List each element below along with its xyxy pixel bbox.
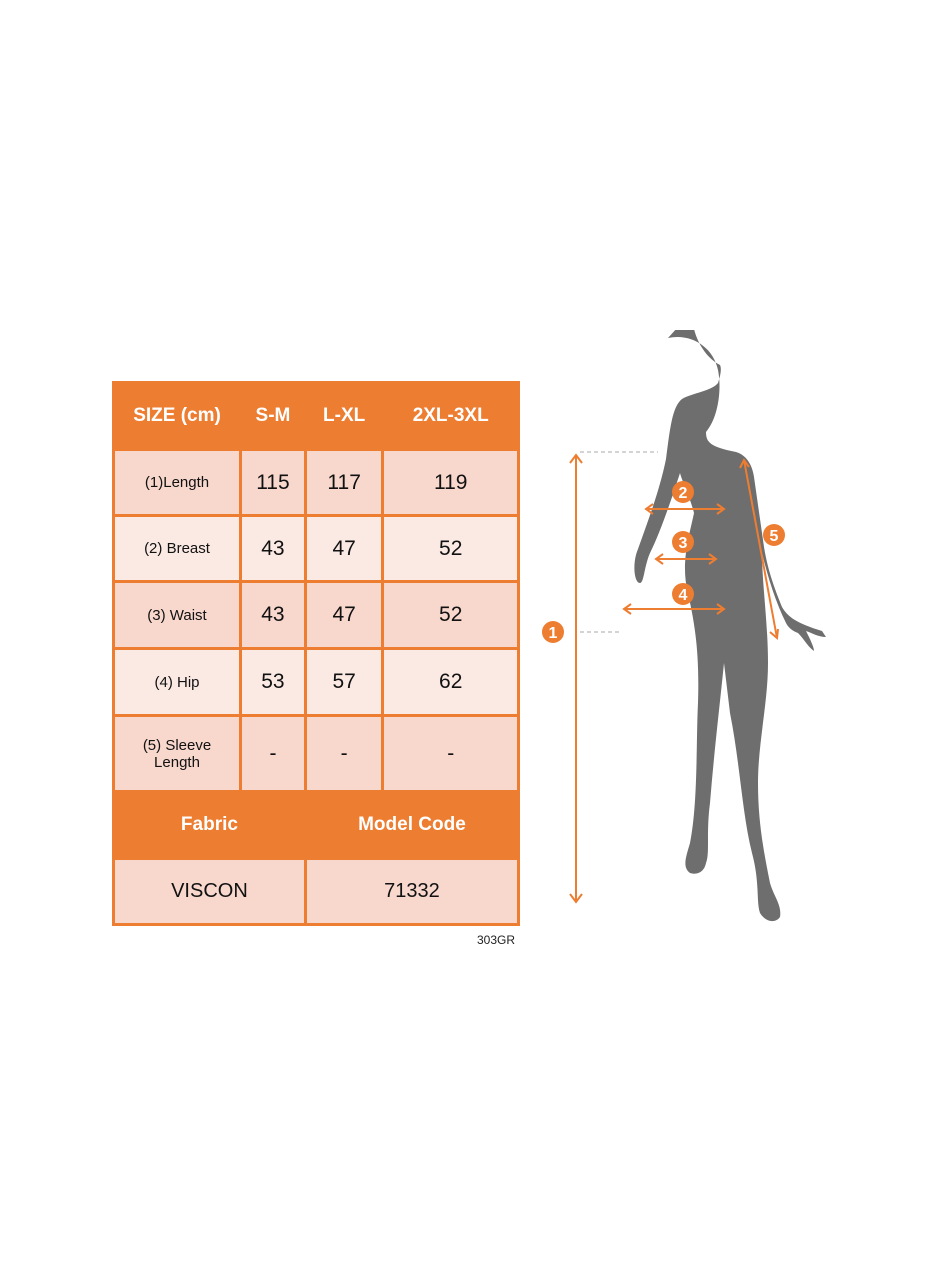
cell: 53	[239, 647, 307, 717]
table-row: (4) Hip 53 57 62	[112, 647, 520, 717]
header-l-xl: L-XL	[303, 381, 385, 451]
cell: 47	[303, 514, 385, 583]
header-s-m: S-M	[239, 381, 307, 451]
cell: 119	[381, 448, 520, 517]
row-label: (4) Hip	[112, 647, 242, 717]
cell: 62	[381, 647, 520, 717]
header-row: SIZE (cm) S-M L-XL 2XL-3XL	[112, 381, 520, 451]
table-row: (1)Length 115 117 119	[112, 448, 520, 517]
marker-5: 5	[770, 528, 779, 545]
cell: 47	[303, 580, 385, 650]
row-label: (5) Sleeve Length	[112, 714, 242, 793]
row-label: (1)Length	[112, 448, 242, 517]
row-label: (2) Breast	[112, 514, 242, 583]
header-2xl-3xl: 2XL-3XL	[381, 381, 520, 451]
model-code-header: Model Code	[303, 790, 521, 860]
measure-lines	[569, 451, 779, 904]
size-chart-table: SIZE (cm) S-M L-XL 2XL-3XL (1)Length 115…	[112, 381, 521, 926]
table-row: (3) Waist 43 47 52	[112, 580, 520, 650]
footer-value-row: VISCON 71332	[112, 857, 521, 926]
model-code-value: 71332	[303, 857, 521, 926]
marker-3: 3	[679, 535, 688, 552]
cell: 117	[303, 448, 385, 517]
cell: 57	[303, 647, 385, 717]
marker-4: 4	[679, 587, 688, 604]
table-row: (5) Sleeve Length - - -	[112, 714, 520, 793]
fabric-header: Fabric	[112, 790, 307, 860]
header-size: SIZE (cm)	[112, 381, 242, 451]
table-row: (2) Breast 43 47 52	[112, 514, 520, 583]
cell: 52	[381, 580, 520, 650]
cell: 43	[239, 580, 307, 650]
cell: 43	[239, 514, 307, 583]
row-label: (3) Waist	[112, 580, 242, 650]
cell: -	[303, 714, 385, 793]
footer-header-row: Fabric Model Code	[112, 790, 521, 860]
cell: 52	[381, 514, 520, 583]
marker-badges: 1 2 3 4 5	[542, 481, 785, 643]
marker-2: 2	[679, 485, 688, 502]
cell: -	[239, 714, 307, 793]
product-code: 303GR	[477, 933, 516, 947]
silhouette	[634, 330, 826, 922]
fabric-value: VISCON	[112, 857, 307, 926]
body-measurement-figure: 1 2 3 4 5	[542, 330, 826, 922]
cell: 115	[239, 448, 307, 517]
cell: -	[381, 714, 520, 793]
marker-1: 1	[549, 625, 558, 642]
